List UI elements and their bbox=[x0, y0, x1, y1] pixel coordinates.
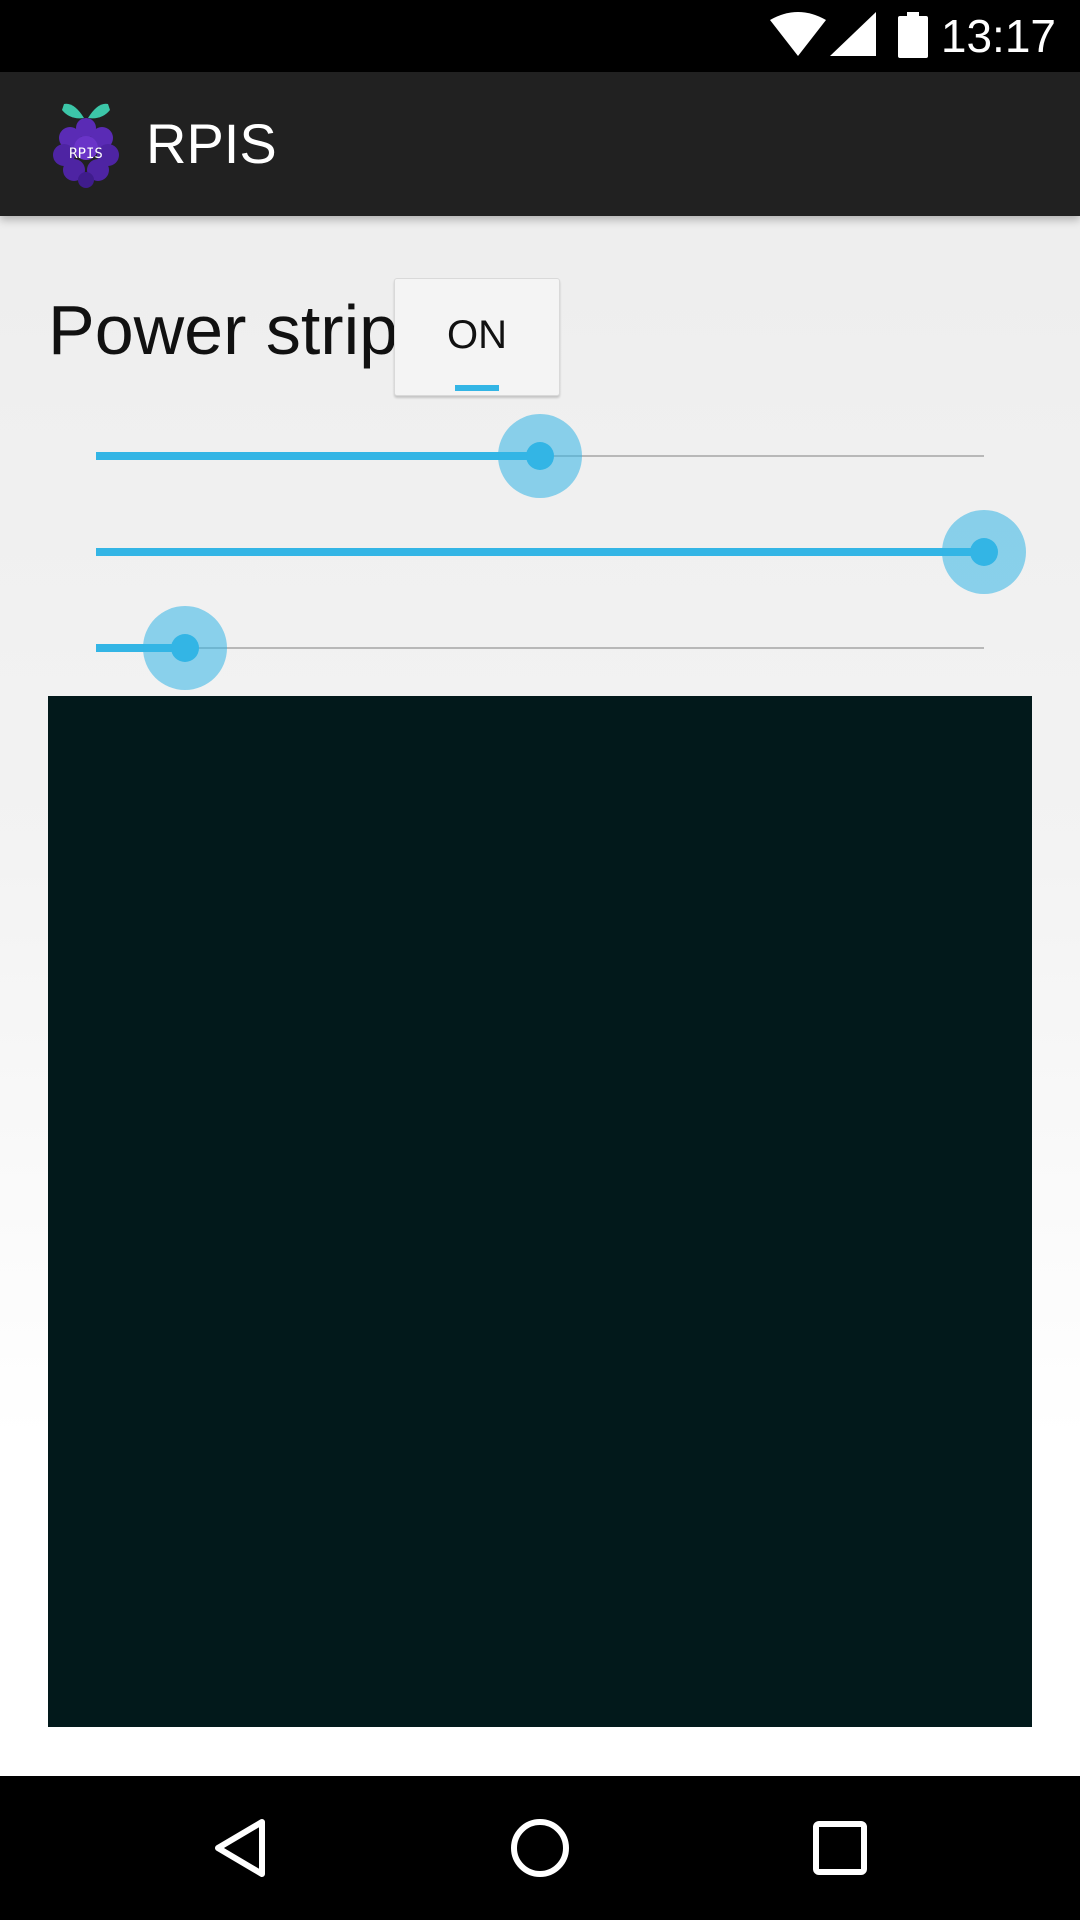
slider-thumb[interactable] bbox=[498, 414, 582, 498]
wifi-icon bbox=[770, 12, 826, 56]
slider-2[interactable] bbox=[96, 502, 1026, 602]
slider-thumb[interactable] bbox=[142, 606, 227, 690]
back-icon[interactable] bbox=[190, 1798, 290, 1898]
status-time: 13:17 bbox=[940, 10, 1056, 62]
slider-3[interactable] bbox=[96, 598, 984, 698]
status-bar: 13:17 bbox=[0, 0, 1080, 72]
home-icon[interactable] bbox=[490, 1798, 590, 1898]
navigation-bar bbox=[0, 1776, 1080, 1920]
recents-icon[interactable] bbox=[790, 1798, 890, 1898]
raspberry-pi-logo-icon[interactable]: RPIS bbox=[50, 100, 122, 188]
color-preview bbox=[48, 696, 1032, 1727]
logo-text: RPIS bbox=[69, 146, 103, 162]
power-toggle-button[interactable]: ON bbox=[394, 278, 560, 396]
slider-fill bbox=[96, 644, 185, 652]
slider-1[interactable] bbox=[96, 406, 984, 506]
slider-thumb[interactable] bbox=[942, 510, 1026, 594]
toggle-label: ON bbox=[447, 313, 507, 357]
battery-icon bbox=[898, 12, 928, 58]
slider-fill bbox=[96, 548, 984, 556]
slider-track bbox=[96, 647, 984, 649]
app-title: RPIS bbox=[146, 112, 277, 175]
slider-fill bbox=[96, 452, 540, 460]
action-bar: RPIS RPIS bbox=[0, 72, 1080, 216]
toggle-on-indicator bbox=[455, 385, 499, 391]
signal-icon bbox=[830, 12, 876, 56]
power-strip-label: Power strip bbox=[48, 291, 399, 369]
